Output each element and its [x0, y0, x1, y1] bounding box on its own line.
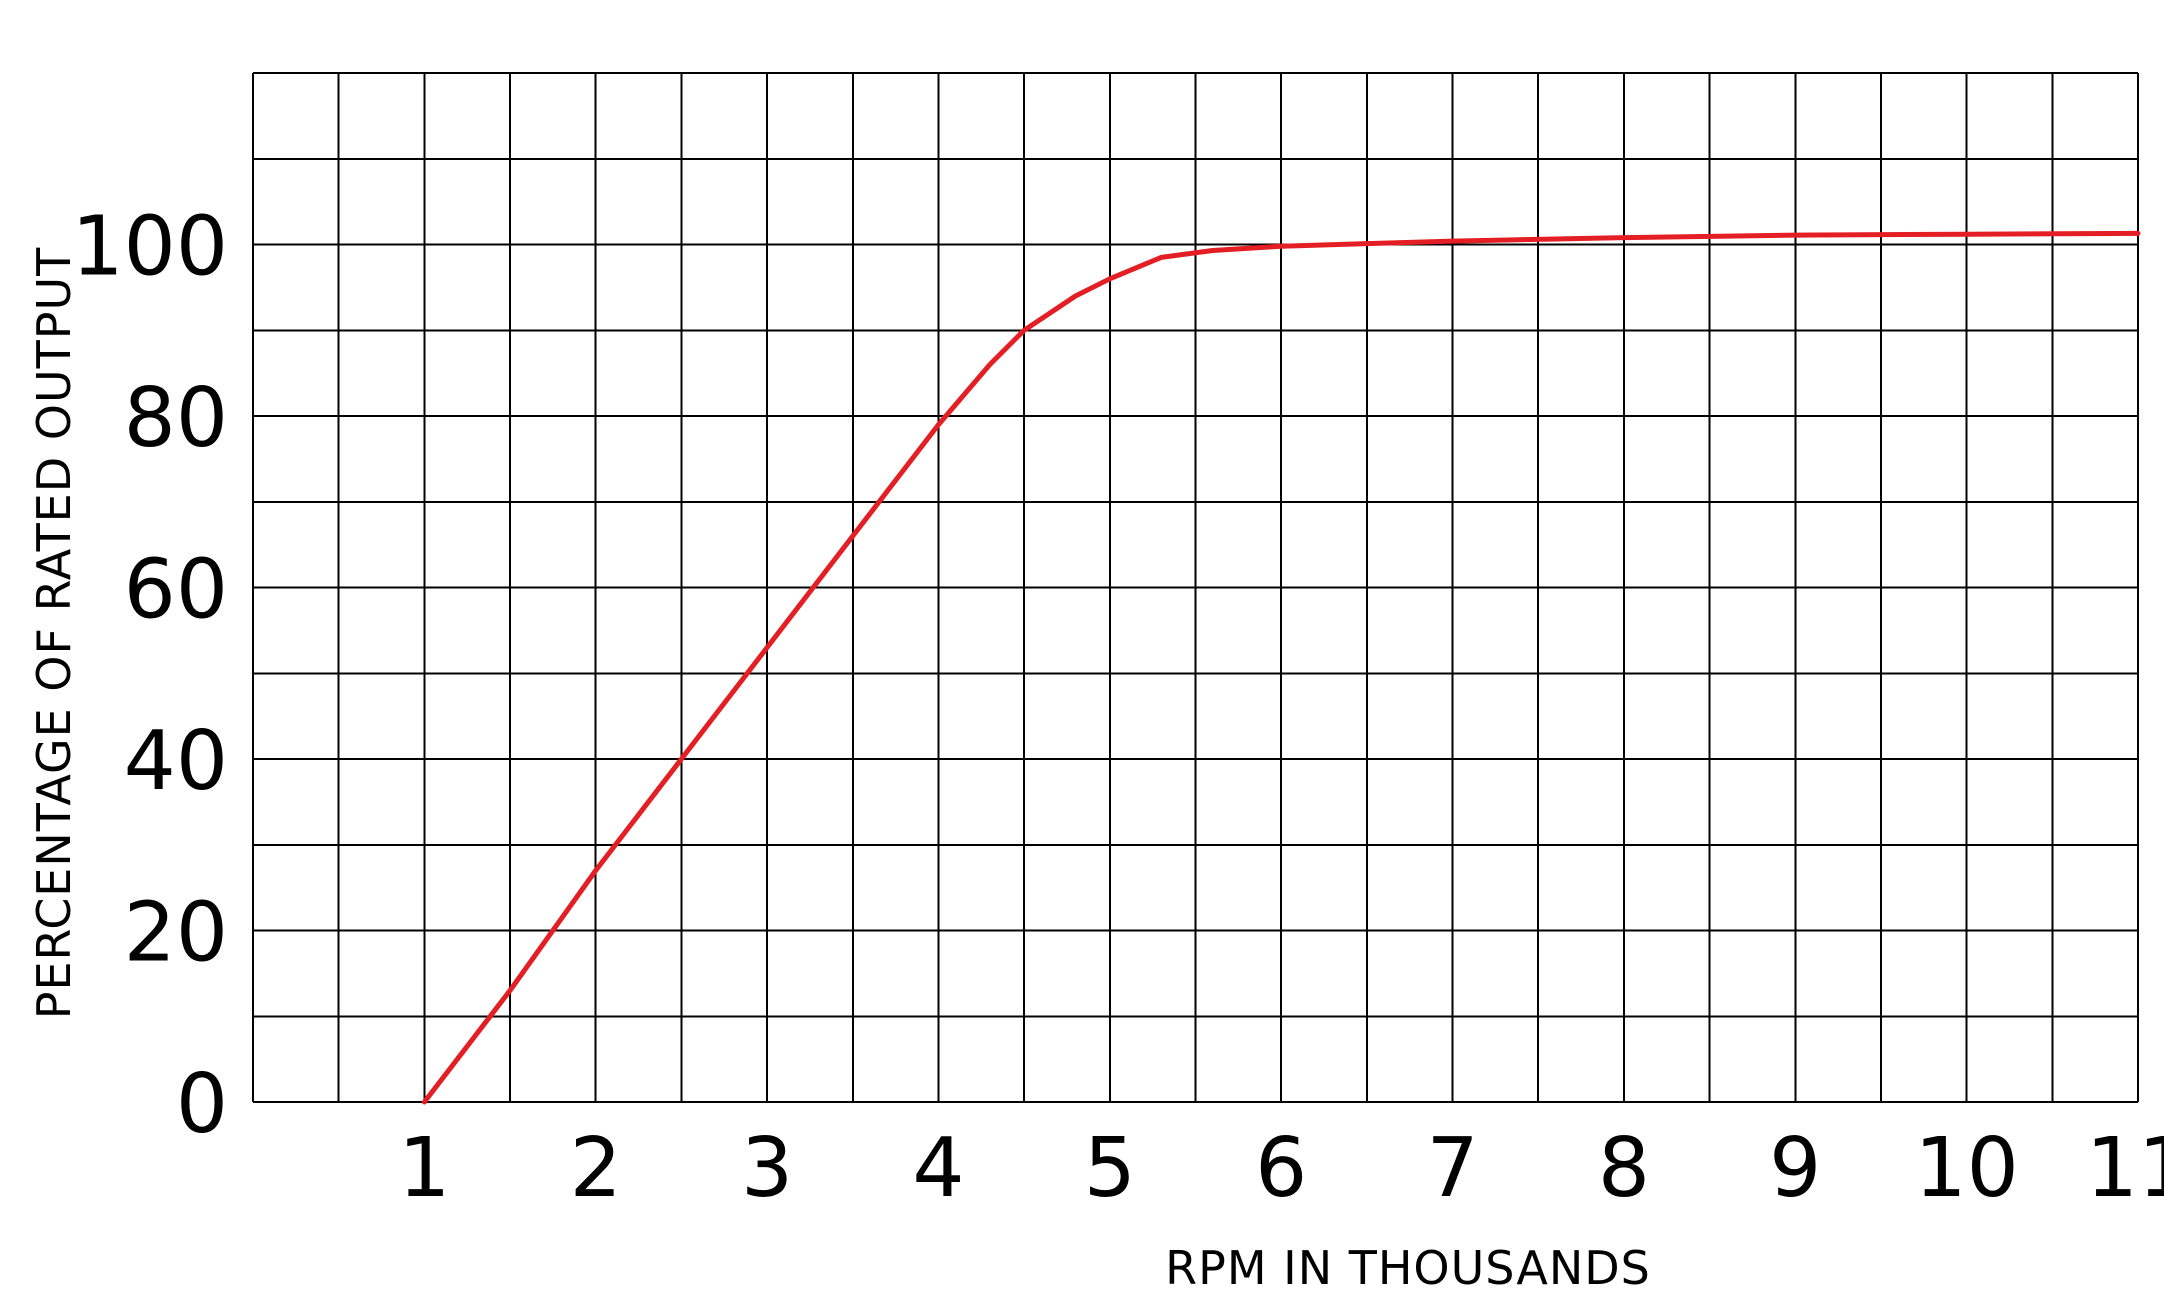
- y-axis-title: PERCENTAGE OF RATED OUTPUT: [27, 247, 81, 1020]
- y-tick-label: 0: [176, 1057, 228, 1152]
- y-tick-label: 20: [124, 886, 228, 981]
- x-tick-label: 9: [1769, 1121, 1821, 1216]
- x-tick-label: 10: [1914, 1121, 2018, 1216]
- x-tick-label: 2: [570, 1121, 622, 1216]
- y-tick-label: 60: [124, 543, 228, 638]
- y-axis-tick-labels: 0 20 40 60 80 100: [71, 200, 228, 1153]
- x-tick-label: 3: [741, 1121, 793, 1216]
- x-tick-label: 11: [2086, 1121, 2164, 1216]
- grid: [252, 72, 2139, 1103]
- series-line: [421, 230, 2141, 1105]
- x-tick-label: 7: [1426, 1121, 1478, 1216]
- y-tick-label: 40: [124, 714, 228, 809]
- x-axis-tick-labels: 1 2 3 4 5 6 7 8 9 10 11: [398, 1121, 2164, 1216]
- x-tick-label: 8: [1598, 1121, 1650, 1216]
- x-tick-label: 6: [1255, 1121, 1307, 1216]
- x-axis-title: RPM IN THOUSANDS: [1165, 1241, 1651, 1295]
- y-tick-label: 80: [124, 371, 228, 466]
- x-tick-label: 1: [398, 1121, 450, 1216]
- y-tick-label: 100: [71, 200, 228, 295]
- x-tick-label: 5: [1084, 1121, 1136, 1216]
- x-tick-label: 4: [912, 1121, 964, 1216]
